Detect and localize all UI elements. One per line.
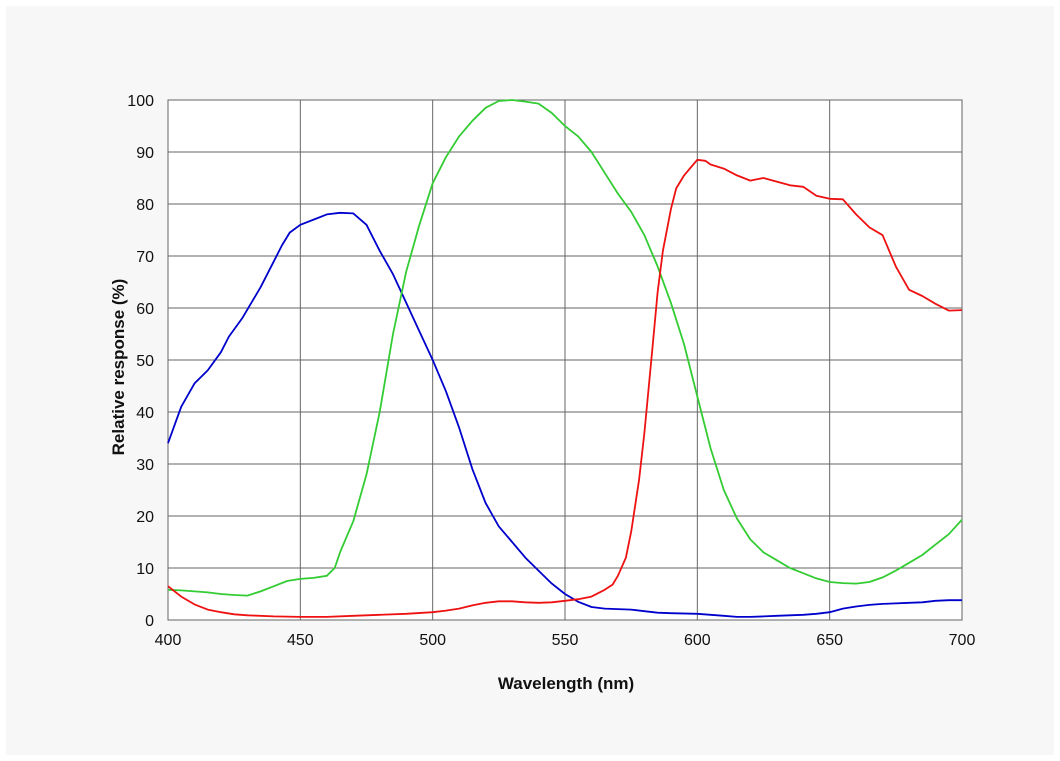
red-response-line bbox=[167, 158, 963, 618]
y-tick-label: 0 bbox=[145, 613, 154, 630]
y-tick-label: 60 bbox=[136, 301, 154, 318]
x-axis-label: Wavelength (nm) bbox=[498, 674, 634, 693]
y-tick-label: 70 bbox=[136, 249, 154, 266]
response-chart: 400 450 500 550 600 650 700 0 10 20 30 40 50 60 70 80 9… bbox=[109, 93, 976, 693]
y-tick-label: 10 bbox=[136, 561, 154, 578]
x-tick-label: 600 bbox=[684, 632, 711, 649]
y-tick-label: 50 bbox=[136, 353, 154, 370]
y-tick-label: 90 bbox=[136, 145, 154, 162]
y-tick-label: 30 bbox=[136, 457, 154, 474]
y-tick-label: 80 bbox=[136, 197, 154, 214]
x-tick-label: 400 bbox=[155, 632, 182, 649]
x-tick-label: 550 bbox=[552, 632, 579, 649]
grid bbox=[167, 99, 963, 621]
x-tick-labels: 400 450 500 550 600 650 700 bbox=[155, 632, 976, 649]
y-axis-label: Relative response (%) bbox=[109, 279, 128, 456]
chart-frame: 400 450 500 550 600 650 700 0 10 20 30 40 50 60 70 80 9… bbox=[6, 6, 1054, 755]
y-tick-label: 40 bbox=[136, 405, 154, 422]
y-tick-label: 100 bbox=[127, 93, 154, 110]
y-tick-labels: 0 10 20 30 40 50 60 70 80 90 100 bbox=[127, 93, 154, 630]
blue-response-line bbox=[167, 211, 962, 618]
x-tick-label: 700 bbox=[949, 632, 976, 649]
series-layer bbox=[167, 99, 963, 618]
x-tick-label: 450 bbox=[287, 632, 314, 649]
y-tick-label: 20 bbox=[136, 509, 154, 526]
green-response-line bbox=[167, 99, 963, 597]
x-tick-label: 650 bbox=[816, 632, 843, 649]
x-tick-label: 500 bbox=[419, 632, 446, 649]
